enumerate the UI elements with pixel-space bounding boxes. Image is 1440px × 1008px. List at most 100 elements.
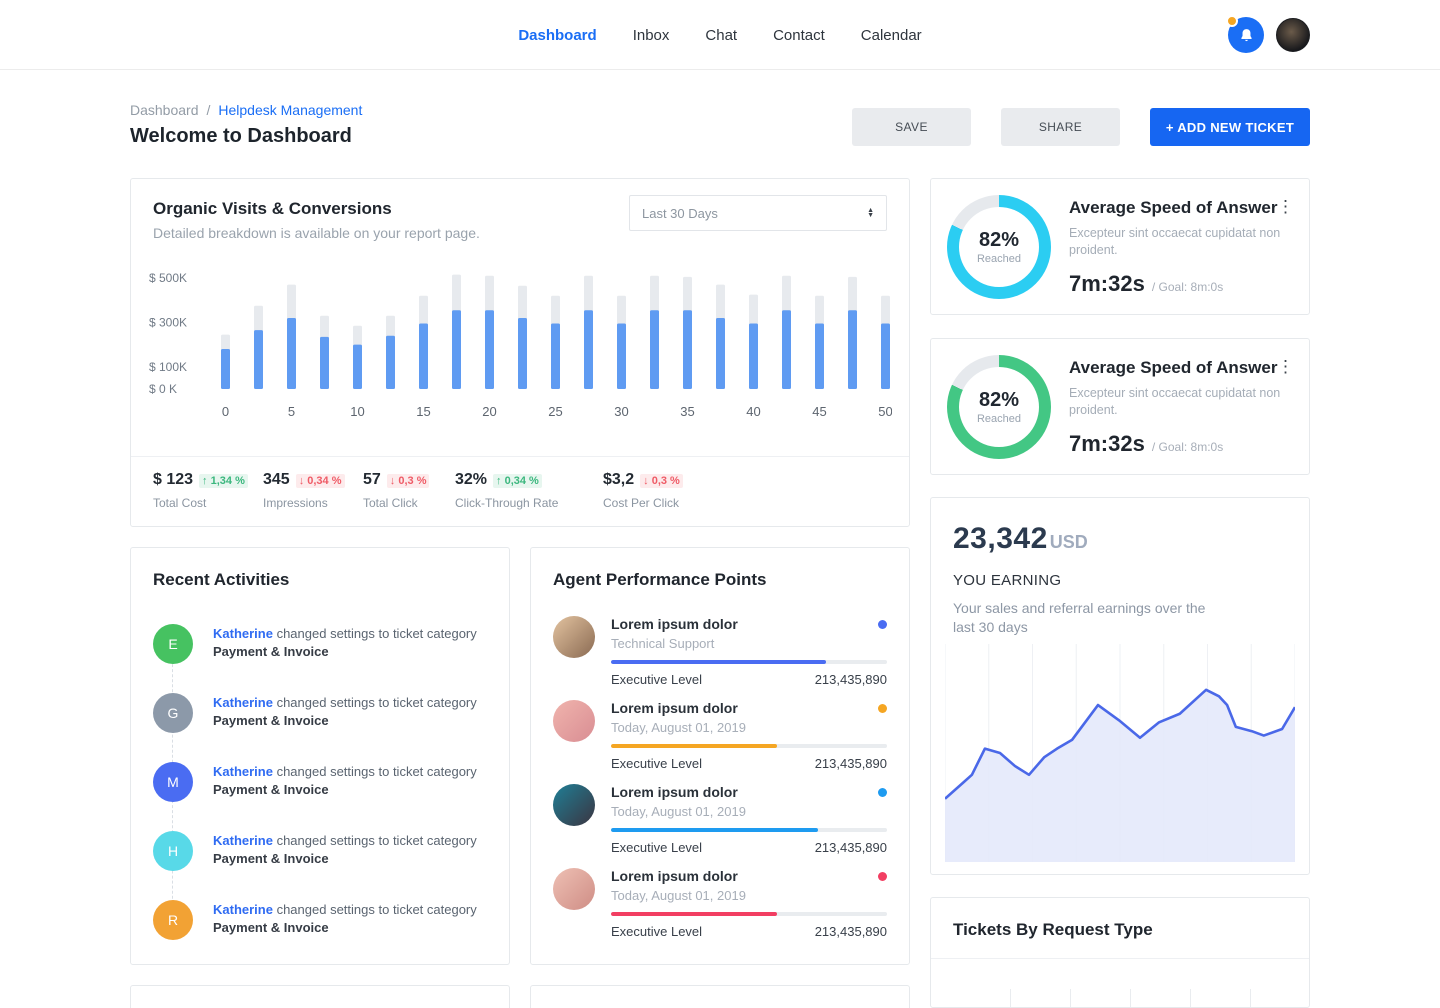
status-dot bbox=[878, 619, 887, 629]
agent-avatar bbox=[553, 784, 595, 826]
kebab-menu-icon[interactable]: ⋮ bbox=[1277, 357, 1294, 376]
breadcrumb-current[interactable]: Helpdesk Management bbox=[218, 102, 363, 118]
agent-level-label: Executive Level bbox=[611, 924, 703, 939]
share-button[interactable]: SHARE bbox=[1001, 108, 1120, 146]
arrow-up-icon: ↑ 1,34 % bbox=[199, 474, 248, 488]
agent-level-label: Executive Level bbox=[611, 756, 703, 771]
activity-category: Payment & Invoice bbox=[213, 713, 329, 728]
svg-text:40: 40 bbox=[746, 404, 760, 419]
activity-item: E Katherine changed settings to ticket ca… bbox=[153, 624, 491, 664]
activity-text: Katherine changed settings to ticket cat… bbox=[213, 902, 477, 935]
arrow-down-icon: ↓ 0,3 % bbox=[386, 474, 430, 488]
date-range-select[interactable]: Last 30 Days ▲ ▼ bbox=[629, 195, 887, 231]
svg-text:35: 35 bbox=[680, 404, 694, 419]
organic-visits-card: Organic Visits & Conversions Detailed br… bbox=[130, 178, 910, 527]
stat-impressions: 345 ↓ 0,34 % Impressions bbox=[263, 471, 363, 510]
speed-card-title: Average Speed of Answer bbox=[1069, 198, 1278, 217]
activity-category: Payment & Invoice bbox=[213, 782, 329, 797]
kebab-menu-icon[interactable]: ⋮ bbox=[1277, 197, 1294, 216]
agents-list: Lorem ipsum dolor Technical Support Execut… bbox=[553, 616, 887, 952]
save-button[interactable]: SAVE bbox=[852, 108, 971, 146]
stat-label: Total Click bbox=[363, 496, 418, 510]
stats-divider bbox=[131, 456, 909, 457]
speed-card-title: Average Speed of Answer bbox=[1069, 358, 1278, 377]
user-avatar[interactable] bbox=[1276, 18, 1310, 52]
nav-item-chat[interactable]: Chat bbox=[705, 26, 738, 44]
breadcrumb-separator: / bbox=[206, 102, 211, 118]
svg-text:50: 50 bbox=[878, 404, 892, 419]
stat-click-through-rate: 32% ↑ 0,34 % Click-Through Rate bbox=[455, 471, 603, 510]
topbar-actions bbox=[1226, 0, 1310, 70]
recent-activities-card: Recent Activities E Katherine changed set… bbox=[130, 547, 510, 965]
svg-text:$ 500K: $ 500K bbox=[149, 271, 187, 285]
arrow-down-icon: ↓ 0,3 % bbox=[640, 474, 683, 488]
activity-actor-link[interactable]: Katherine bbox=[213, 764, 273, 779]
activity-actor-link[interactable]: Katherine bbox=[213, 626, 273, 641]
activity-category: Payment & Invoice bbox=[213, 920, 329, 935]
organic-card-header: Organic Visits & Conversions Detailed br… bbox=[131, 179, 909, 241]
donut-chart-cyan: 82% Reached bbox=[947, 195, 1051, 299]
partial-card-middle bbox=[530, 985, 910, 1008]
stat-value: $3,2 bbox=[603, 471, 635, 488]
activity-actor-link[interactable]: Katherine bbox=[213, 902, 273, 917]
speed-value: 7m:32s bbox=[1069, 431, 1145, 456]
activity-actor-link[interactable]: Katherine bbox=[213, 833, 273, 848]
agent-points: 213,435,890 bbox=[814, 924, 887, 939]
tickets-card-title: Tickets By Request Type bbox=[931, 898, 1309, 959]
activity-item: R Katherine changed settings to ticket ca… bbox=[153, 900, 491, 940]
speed-card-desc: Excepteur sint occaecat cupidatat non pr… bbox=[1069, 386, 1281, 417]
nav-item-dashboard[interactable]: Dashboard bbox=[518, 26, 597, 44]
nav-item-contact[interactable]: Contact bbox=[773, 26, 825, 44]
stat-value: 32% bbox=[455, 471, 488, 488]
nav-item-calendar[interactable]: Calendar bbox=[860, 26, 922, 44]
add-new-ticket-button[interactable]: + ADD NEW TICKET bbox=[1150, 108, 1310, 146]
activity-text: Katherine changed settings to ticket cat… bbox=[213, 695, 477, 728]
activity-text: Katherine changed settings to ticket cat… bbox=[213, 833, 477, 866]
date-range-value: Last 30 Days bbox=[642, 205, 718, 221]
svg-text:$ 0 K: $ 0 K bbox=[149, 382, 177, 396]
svg-text:45: 45 bbox=[812, 404, 826, 419]
speed-goal: / Goal: 8m:0s bbox=[1151, 440, 1224, 454]
earnings-area-chart bbox=[945, 644, 1295, 862]
donut-caption: Reached bbox=[976, 413, 1022, 425]
activity-item: M Katherine changed settings to ticket ca… bbox=[153, 762, 491, 802]
agent-name: Lorem ipsum dolor bbox=[611, 868, 738, 884]
svg-text:$ 300K: $ 300K bbox=[149, 315, 187, 329]
agent-subtitle: Technical Support bbox=[611, 636, 715, 651]
avg-speed-card-1: 82% Reached ⋮ Average Speed of Answer Ex… bbox=[930, 178, 1310, 315]
activity-actor-link[interactable]: Katherine bbox=[213, 695, 273, 710]
agent-points: 213,435,890 bbox=[814, 840, 887, 855]
stat-label: Total Cost bbox=[153, 496, 207, 510]
notifications-button[interactable] bbox=[1226, 15, 1264, 53]
agent-subtitle: Today, August 01, 2019 bbox=[611, 804, 746, 819]
agent-name: Lorem ipsum dolor bbox=[611, 616, 738, 632]
agent-progress-fill bbox=[611, 828, 818, 832]
earnings-description: Your sales and referral earnings over th… bbox=[953, 600, 1206, 635]
organic-card-title: Organic Visits & Conversions bbox=[153, 199, 392, 218]
agent-row: Lorem ipsum dolor Today, August 01, 2019 E… bbox=[553, 700, 887, 771]
earnings-label: YOU EARNING bbox=[953, 572, 1062, 589]
donut-caption: Reached bbox=[976, 253, 1022, 265]
agent-name: Lorem ipsum dolor bbox=[611, 784, 738, 800]
agent-subtitle: Today, August 01, 2019 bbox=[611, 720, 746, 735]
agent-row: Lorem ipsum dolor Today, August 01, 2019 E… bbox=[553, 784, 887, 855]
stat-cost-per-click: $3,2 ↓ 0,3 % Cost Per Click bbox=[603, 471, 723, 510]
speed-card-desc: Excepteur sint occaecat cupidatat non pr… bbox=[1069, 226, 1281, 257]
agent-row: Lorem ipsum dolor Today, August 01, 2019 E… bbox=[553, 868, 887, 939]
agent-name: Lorem ipsum dolor bbox=[611, 700, 738, 716]
activity-avatar: G bbox=[153, 693, 193, 733]
tickets-chart-gridlines bbox=[951, 989, 1289, 1007]
activity-avatar: H bbox=[153, 831, 193, 871]
svg-text:30: 30 bbox=[614, 404, 628, 419]
speed-goal: / Goal: 8m:0s bbox=[1151, 280, 1224, 294]
activity-item: G Katherine changed settings to ticket ca… bbox=[153, 693, 491, 733]
stat-label: Click-Through Rate bbox=[455, 496, 559, 510]
stat-value: 345 bbox=[263, 471, 290, 488]
activity-avatar: E bbox=[153, 624, 193, 664]
stat-value: $ 123 bbox=[153, 471, 194, 488]
breadcrumb-home[interactable]: Dashboard bbox=[130, 102, 199, 118]
svg-text:15: 15 bbox=[416, 404, 430, 419]
nav-item-inbox[interactable]: Inbox bbox=[632, 26, 670, 44]
breadcrumb: Dashboard / Helpdesk Management bbox=[130, 102, 362, 118]
